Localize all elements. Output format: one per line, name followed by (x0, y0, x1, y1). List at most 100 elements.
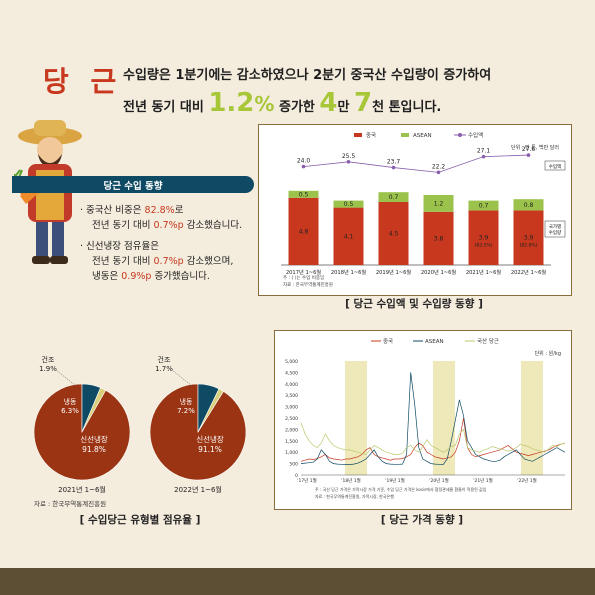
bullet-highlight: 0.9%p (121, 271, 152, 282)
amount-label: 23.7 (387, 159, 401, 166)
bullet-text: · 중국산 비중은 (80, 205, 145, 216)
legend-swatch (458, 133, 462, 137)
chart-note: 주 : 국산 당근 가격은 가락시장 가격 기준, 수입 당근 가격은 kosi… (315, 486, 487, 492)
pie-label-dried: 건조 (158, 355, 171, 364)
pie-label-fresh: 신선냉장 (80, 434, 108, 444)
china-tag-label: 국가별 (549, 223, 561, 230)
bullet-text: 증가했습니다. (151, 271, 210, 282)
bar-share-label: (83.5%) (475, 243, 493, 249)
amount-label: 27.6 (522, 146, 536, 153)
pie-source: 자료 : 한국무역통계진흥원 (34, 499, 106, 508)
bar-china (378, 202, 409, 265)
farmer-illustration (14, 120, 82, 264)
unit-label: 단위 : 만 톤, 백만 달러 (511, 144, 559, 151)
bar-china (423, 211, 454, 265)
china-tag-box (544, 220, 566, 238)
bar-asean (513, 199, 544, 211)
bar-label-china: 4.8 (299, 228, 309, 235)
bar-china (513, 210, 544, 265)
legend-label: ASEAN (425, 339, 444, 345)
y-tick-label: 4,000 (285, 382, 298, 388)
status-title: 당근 수입 동향 (103, 181, 163, 192)
headline-line-1: 수입량은 1분기에는 감소하였으나 2분기 중국산 수입량이 증가하여 (123, 68, 492, 83)
amount-point (301, 164, 306, 169)
highlight-band (345, 361, 367, 475)
bullet-text: 감소했습니다. (183, 220, 243, 231)
y-tick-label: 2,500 (285, 416, 298, 422)
headline-growth-unit: % (254, 92, 275, 116)
pie-year: 2021년 1~6월 (58, 485, 106, 494)
bullet-highlight: 0.7%p (153, 256, 184, 267)
bullet-china-share: · 중국산 비중은 82.8%로 (80, 203, 183, 218)
x-tick-label: '17년 1월 (297, 477, 317, 484)
pie-label-fresh: 신선냉장 (196, 434, 224, 444)
headline-growth-number: 1.2 (208, 88, 255, 118)
pie-value-frozen: 6.3% (61, 407, 79, 415)
bar-asean (333, 200, 364, 208)
highlight-band (433, 361, 455, 475)
bullet-frozen-share: 냉동은 0.9%p 증가했습니다. (92, 269, 210, 284)
y-tick-label: 3,000 (285, 405, 298, 411)
legend-label: 중국 (383, 338, 393, 345)
x-tick-label: 2022년 1~6월 (511, 268, 547, 276)
bar-label-china: 3.9 (524, 235, 534, 242)
footer-band (0, 568, 595, 595)
x-tick-label: 2017년 1~6월 (286, 268, 322, 276)
x-tick-label: 2021년 1~6월 (466, 268, 502, 276)
import-chart-panel: 중국 ASEAN 수입액 단위 : 만 톤, 백만 달러 4.8 0.5 2017년 1~6… (258, 124, 572, 296)
bar-label-asean: 0.5 (299, 191, 309, 198)
pie-label-frozen: 냉동 (64, 397, 77, 406)
y-tick-label: 500 (289, 462, 298, 468)
legend-swatch (401, 133, 409, 137)
bar-china (468, 210, 499, 265)
headline-volume-number: 7 (353, 88, 373, 118)
y-tick-label: 1,000 (285, 450, 298, 456)
bullet-highlight: 82.8% (144, 205, 175, 216)
status-title-bar (12, 176, 254, 193)
amount-label: 25.5 (342, 153, 356, 160)
pie-year: 2022년 1~6월 (174, 485, 222, 494)
bar-share-label: (82.8%) (520, 243, 538, 249)
chart-note: 자료 : 한국무역통계진흥원 (283, 281, 333, 288)
price-line (300, 422, 566, 455)
amount-tag-label: 수입액 (549, 163, 561, 170)
amount-label: 22.2 (432, 163, 446, 170)
headline-text: 증가한 (274, 100, 320, 115)
bar-label-asean: 0.7 (389, 194, 399, 201)
amount-point (436, 170, 441, 175)
bar-asean (378, 192, 409, 202)
bullet-text: 로 (174, 205, 184, 216)
pie-leader (55, 369, 77, 387)
bar-label-asean: 0.8 (524, 202, 534, 209)
x-tick-label: 2020년 1~6월 (421, 268, 457, 276)
x-tick-label: '20년 1월 (429, 477, 449, 484)
y-tick-label: 5,000 (285, 359, 298, 365)
amount-label: 24.0 (297, 158, 311, 165)
bullet-text: 감소했으며, (183, 256, 234, 267)
bar-asean (468, 200, 499, 211)
price-chart-caption: [ 당근 가격 동향 ] (380, 514, 464, 526)
legend-label: 국산 당근 (477, 337, 499, 345)
bullet-text: 냉동은 (92, 271, 122, 282)
pie-leader (171, 369, 193, 387)
legend-label: 수입액 (468, 131, 483, 139)
bar-label-china: 3.9 (479, 235, 489, 242)
chart-note: 주 : ( )는 수입 비중임 (283, 274, 324, 281)
amount-point (481, 154, 486, 159)
legend-label: ASEAN (413, 133, 432, 139)
bar-label-asean: 0.7 (479, 203, 489, 210)
chart-note: 자료 : 한국무역통계진흥원, 가락시장, 한국은행 (315, 493, 394, 499)
headline-volume-number: 4 (319, 88, 338, 118)
legend-label: 중국 (366, 132, 376, 139)
bullet-fresh-share: · 신선냉장 점유율은 (80, 241, 159, 252)
amount-point (526, 153, 531, 157)
y-tick-label: 3,500 (285, 393, 298, 399)
y-tick-label: 4,500 (285, 370, 298, 376)
headline-text: 천 톤입니다. (372, 100, 442, 115)
y-tick-label: 2,000 (285, 427, 298, 433)
x-tick-label: '21년 1월 (473, 477, 493, 484)
bar-china (333, 207, 364, 265)
price-chart-panel: 중국 ASEAN 국산 당근 단위 : 원/kg 0 500 1,000 1,500 2,000… (274, 330, 572, 510)
pie-slice (81, 387, 107, 433)
